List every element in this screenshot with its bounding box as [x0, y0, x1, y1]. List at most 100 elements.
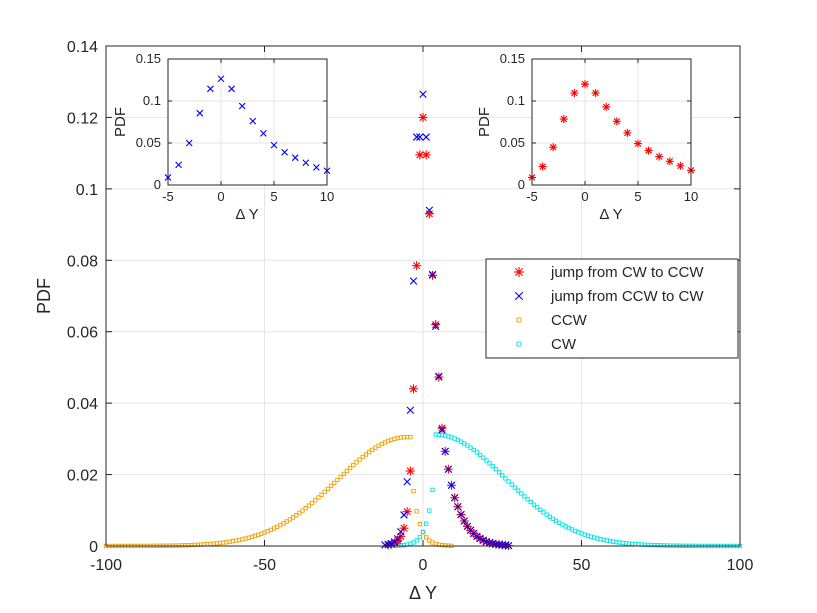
inset-right-x-tick-label: 0	[581, 189, 588, 204]
data-point	[421, 150, 431, 160]
inset-left-y-axis-label: PDF	[112, 107, 129, 137]
main-ticks	[105, 45, 741, 547]
data-point	[503, 476, 508, 481]
data-point	[460, 517, 468, 525]
data-point	[676, 161, 685, 170]
main-y-tick-label: 0.04	[67, 396, 98, 413]
data-point	[431, 320, 441, 330]
data-point	[634, 139, 642, 148]
inset-left-data-marks	[164, 75, 331, 181]
data-point	[207, 85, 214, 93]
data-point	[447, 481, 456, 490]
data-point	[471, 447, 476, 453]
data-point	[422, 133, 430, 141]
legend-marker	[516, 317, 522, 323]
data-point	[623, 128, 632, 137]
legend-label-ccw: CCW	[551, 312, 588, 329]
data-point	[525, 497, 530, 502]
data-point	[425, 206, 434, 215]
data-point	[468, 445, 473, 450]
main-y-tick-label: 0.06	[67, 325, 98, 342]
data-point	[431, 322, 440, 331]
data-point	[351, 463, 356, 468]
data-point	[477, 452, 483, 458]
inset-left-x-tick-label: 10	[320, 189, 334, 204]
inset-left-y-tick-label: 0.15	[136, 51, 161, 66]
main-y-tick-label: 0.02	[67, 468, 98, 485]
inset-right-y-tick-label: 0.15	[500, 51, 525, 66]
main-y-tick-label: 0.14	[67, 39, 98, 56]
inset-left-y-tick-label: 0.05	[136, 135, 161, 150]
legend-label-cw: CW	[551, 336, 577, 353]
data-point	[531, 502, 537, 507]
legend-marker	[514, 267, 524, 277]
data-point	[490, 464, 495, 469]
data-point	[403, 477, 411, 486]
data-point	[538, 507, 543, 512]
data-point	[549, 143, 558, 152]
series-ccw-to-cw	[381, 90, 513, 550]
data-point	[655, 152, 664, 161]
data-point	[360, 454, 365, 460]
data-point	[354, 460, 359, 465]
inset-left-x-tick-label: 0	[217, 189, 224, 204]
data-point	[406, 406, 415, 415]
inset-left-x-tick-label: 5	[270, 189, 277, 204]
data-point	[238, 102, 246, 110]
data-point	[408, 435, 413, 440]
inset-right-x-axis-label: Δ Y	[599, 206, 622, 223]
data-point	[465, 443, 470, 448]
inset-right-x-tick-label: 5	[634, 189, 641, 204]
data-point	[498, 541, 507, 549]
data-point	[501, 541, 510, 550]
data-point	[419, 90, 427, 98]
data-point	[302, 159, 310, 167]
data-point	[484, 458, 489, 463]
data-point	[414, 538, 419, 543]
inset-left-y-tick-label: 0	[154, 177, 161, 192]
data-point	[393, 535, 402, 543]
data-point	[495, 540, 503, 549]
data-point	[420, 529, 426, 535]
inset-right-x-tick-label: 10	[684, 189, 698, 204]
data-point	[290, 515, 296, 520]
legend-label-cw-to-ccw: jump from CW to CCW	[550, 264, 704, 281]
data-point	[270, 141, 278, 149]
data-point	[249, 117, 257, 125]
data-point	[341, 471, 346, 477]
data-point	[306, 503, 312, 508]
data-point	[519, 491, 524, 496]
data-point	[450, 494, 459, 502]
data-point	[338, 474, 343, 480]
data-point	[357, 457, 362, 462]
data-point	[412, 261, 422, 271]
data-point	[544, 512, 549, 517]
data-point	[515, 488, 521, 493]
data-point	[506, 479, 511, 484]
data-point	[332, 480, 337, 486]
data-point	[313, 498, 318, 503]
data-point	[347, 465, 353, 471]
data-point	[581, 80, 589, 89]
data-point	[325, 486, 331, 492]
data-point	[417, 534, 422, 540]
data-point	[441, 447, 449, 456]
data-point	[300, 508, 305, 513]
data-point	[665, 157, 674, 166]
inset-right-plot-area	[532, 59, 691, 185]
data-point	[418, 112, 428, 122]
data-point	[522, 494, 527, 499]
data-point	[335, 477, 340, 483]
data-point	[487, 461, 492, 466]
data-point	[297, 510, 302, 516]
data-point	[500, 473, 505, 478]
data-point	[509, 482, 514, 487]
data-point	[644, 146, 653, 155]
data-point	[570, 89, 579, 98]
data-point	[260, 129, 267, 137]
inset-left-x-tick-label: -5	[162, 189, 174, 204]
data-point	[473, 532, 481, 541]
data-point	[538, 162, 547, 171]
inset-right-y-tick-label: 0.05	[500, 135, 525, 150]
data-point	[196, 109, 204, 117]
